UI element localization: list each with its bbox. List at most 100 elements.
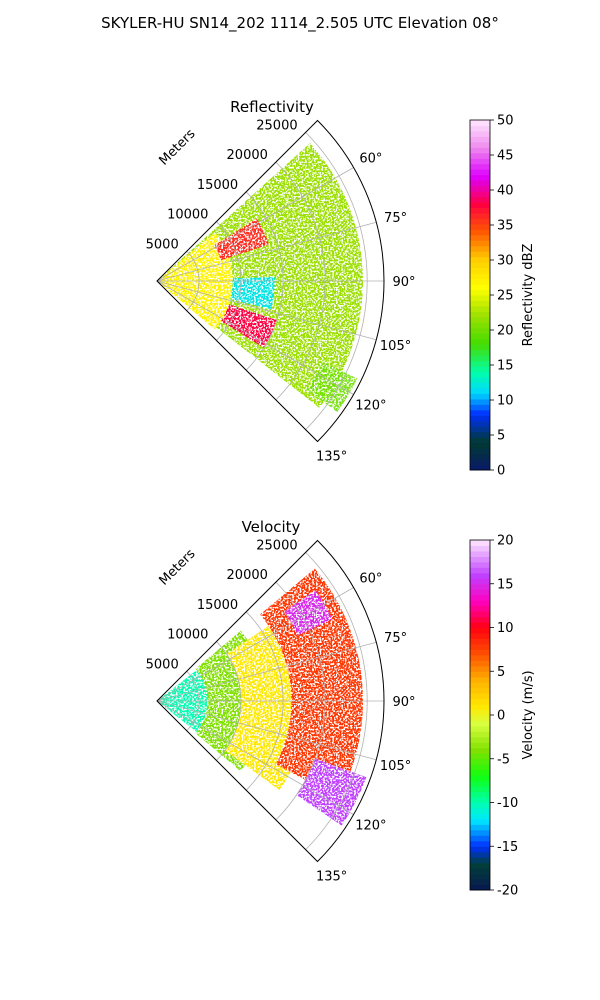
colorbar-band [470,693,490,700]
echo-speckle-layer [157,143,363,412]
colorbar-band [470,671,490,678]
colorbar-band [470,371,490,378]
colorbar-band [470,289,490,296]
colorbar-band [470,229,490,236]
colorbar-band [470,545,490,552]
colorbar-band [470,338,490,345]
colorbar-band [470,578,490,585]
colorbar-band [470,786,490,793]
colorbar-band [470,284,490,291]
colorbar-tick-label: 15 [497,577,514,592]
echo-region [296,758,367,826]
colorbar-band [470,649,490,656]
radial-tick-label: 10000 [167,628,208,643]
colorbar-band [470,305,490,312]
angle-tick-label: 135° [316,870,347,885]
colorbar-tick-label: -15 [497,840,518,855]
colorbar-band [470,185,490,192]
colorbar-band [470,742,490,749]
colorbar-band [470,453,490,460]
colorbar-band [470,572,490,579]
angle-gridline [156,167,354,282]
reflectivity-radial-axis-label: Meters [157,126,199,168]
velocity-polar-axes [156,539,385,863]
colorbar-band [470,169,490,176]
angle-tick-label: 120° [355,819,386,834]
reflectivity-angle-ticks: 60° 75° 90° 105° 120° 135° [316,152,416,465]
colorbar-tick-label: 25 [497,289,514,304]
colorbar-band [470,605,490,612]
radial-tick-label: 5000 [146,657,179,672]
colorbar-band [470,256,490,263]
colorbar-band [470,311,490,318]
colorbar-band [470,191,490,198]
colorbar-tick-label: 20 [497,534,514,549]
colorbar-band [470,120,490,126]
angle-tick-label: 60° [359,572,382,587]
velocity-panel: Velocity Meters 5000 10000 15000 20000 25000… [146,518,416,885]
reflectivity-colorbar-bands [470,120,490,471]
angle-tick-label: 105° [380,339,411,354]
colorbar-band [470,709,490,716]
colorbar-band [470,464,490,471]
colorbar-band [470,349,490,356]
echo-speckle-layer [157,568,367,826]
angle-gridline [156,700,354,815]
echo-region [230,276,275,310]
colorbar-band [470,611,490,618]
angle-gridline [156,700,377,761]
colorbar-band [470,409,490,416]
colorbar-band [470,616,490,623]
colorbar-band [470,583,490,590]
colorbar-band [470,835,490,842]
colorbar-tick-label: 0 [497,709,505,724]
colorbar-band [470,884,490,891]
colorbar-band [470,840,490,847]
angle-gridline [156,221,377,282]
echo-region [284,590,333,636]
colorbar-band [470,632,490,639]
colorbar-band [470,868,490,875]
colorbar-band [470,223,490,230]
colorbar-band [470,747,490,754]
radial-tick-label: 25000 [256,118,297,133]
velocity-angle-ticks: 60° 75° 90° 105° 120° 135° [316,572,416,885]
colorbar-band [470,879,490,886]
colorbar-band [470,622,490,628]
colorbar-band [470,382,490,389]
reflectivity-radial-ticks: 5000 10000 15000 20000 25000 [146,118,298,252]
angle-gridline [156,587,354,702]
angle-tick-label: 60° [359,152,382,167]
colorbar-band [470,125,490,132]
colorbar-tick-label: 50 [497,114,514,129]
colorbar-band [470,442,490,449]
colorbar-band [470,459,490,466]
colorbar-band [470,676,490,683]
colorbar-band [470,873,490,880]
velocity-field [157,568,367,826]
angle-tick-label: 90° [392,275,415,290]
colorbar-band [470,147,490,154]
colorbar-tick-label: 15 [497,359,514,374]
colorbar-tick-label: -5 [497,752,510,767]
reflectivity-field [157,143,363,412]
reflectivity-title: Reflectivity [230,98,314,116]
colorbar-band [470,141,490,148]
colorbar-band [470,174,490,181]
colorbar-band [470,682,490,689]
radial-tick-label: 15000 [197,598,238,613]
colorbar-band [470,327,490,334]
colorbar-band [470,278,490,285]
angle-tick-label: 75° [384,211,407,226]
colorbar-band [470,344,490,351]
colorbar-band [470,654,490,661]
colorbar-band [470,589,490,596]
velocity-colorbar: -20 -15 -10 -5 0 5 10 15 20 Velocity (m/s) [469,534,536,899]
colorbar-band [470,698,490,705]
colorbar-band [470,791,490,798]
sector-frame [156,119,385,443]
velocity-radial-axis-label: Meters [157,546,199,588]
colorbar-band [470,556,490,563]
echo-region [260,568,363,798]
angle-gridline [156,280,377,341]
